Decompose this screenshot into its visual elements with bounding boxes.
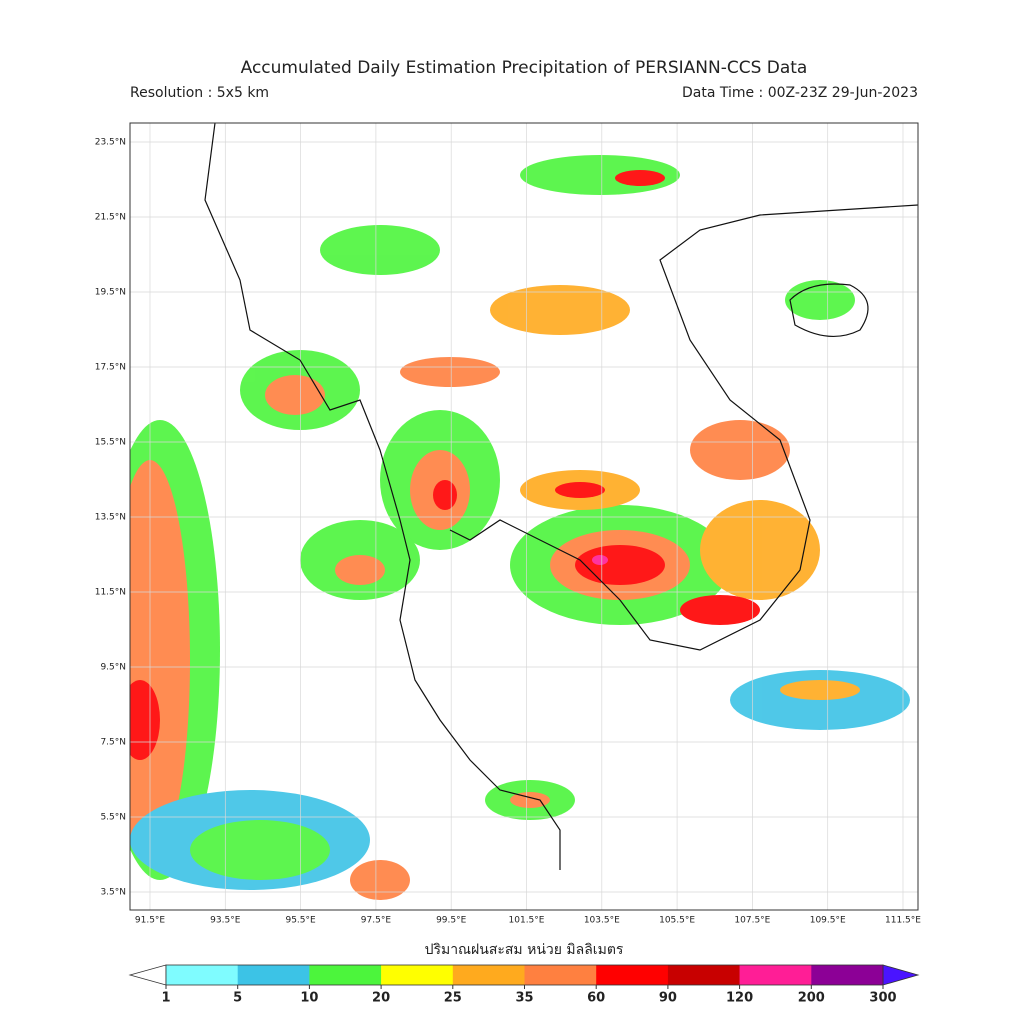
lat-tick-label: 9.5°N (100, 663, 126, 673)
lat-tick-label: 19.5°N (95, 288, 126, 298)
colorbar-segment (739, 965, 812, 985)
precipitation-field (130, 155, 910, 900)
lon-tick-label: 103.5°E (584, 916, 620, 926)
lat-tick-label: 17.5°N (95, 363, 126, 373)
map (130, 123, 918, 910)
colorbar-segment (166, 965, 238, 985)
lon-tick-label: 93.5°E (210, 916, 241, 926)
colorbar-tick-label: 200 (798, 991, 825, 1006)
axis-labels: 23.5°N 21.5°N 19.5°N 17.5°N 15.5°N 13.5°N 11.5… (95, 138, 922, 926)
colorbar-label: ปริมาณฝนสะสม หน่วย มิลลิเมตร (425, 942, 624, 958)
coastline (204, 123, 918, 870)
resolution: Resolution : 5x5 km (130, 85, 269, 101)
map-frame (129, 122, 919, 911)
colorbar-segment (237, 965, 310, 985)
colorbar: 1 5 10 20 25 35 60 90 120 200 300 (128, 964, 920, 1006)
colorbar-tick-label: 90 (659, 991, 677, 1006)
colorbar-under (128, 964, 167, 986)
colorbar-segment (381, 965, 454, 985)
lon-tick-label: 101.5°E (509, 916, 545, 926)
colorbar-segment (309, 965, 382, 985)
title: Accumulated Daily Estimation Precipitati… (241, 58, 808, 78)
lat-tick-label: 7.5°N (100, 738, 126, 748)
lat-tick-label: 13.5°N (95, 513, 126, 523)
lat-tick-label: 15.5°N (95, 438, 126, 448)
colorbar-segment (596, 965, 669, 985)
colorbar-tick-label: 5 (233, 991, 242, 1006)
colorbar-segment (452, 965, 525, 985)
lon-tick-label: 109.5°E (810, 916, 846, 926)
lat-tick-label: 3.5°N (100, 888, 126, 898)
hainan-coast (789, 283, 869, 338)
lon-tick-label: 107.5°E (734, 916, 770, 926)
colorbar-tick-label: 120 (726, 991, 753, 1006)
lon-tick-label: 105.5°E (659, 916, 695, 926)
colorbar-segment (524, 965, 597, 985)
lat-tick-label: 21.5°N (95, 213, 126, 223)
colorbar-tick-label: 20 (372, 991, 390, 1006)
colorbar-tick-label: 35 (515, 991, 533, 1006)
lon-tick-label: 99.5°E (436, 916, 467, 926)
lat-tick-label: 23.5°N (95, 138, 126, 148)
colorbar-tick-label: 1 (161, 991, 170, 1006)
colorbar-segment (811, 965, 884, 985)
lat-tick-label: 11.5°N (95, 588, 126, 598)
colorbar-tick-label: 10 (300, 991, 318, 1006)
lon-tick-label: 95.5°E (285, 916, 316, 926)
colorbar-tick-label: 25 (444, 991, 462, 1006)
colorbar-tick-label: 60 (587, 991, 605, 1006)
colorbar-tick-label: 300 (869, 991, 896, 1006)
lon-tick-label: 97.5°E (361, 916, 392, 926)
lon-tick-label: 111.5°E (885, 916, 921, 926)
lat-tick-label: 5.5°N (100, 813, 126, 823)
data-time: Data Time : 00Z-23Z 29-Jun-2023 (682, 85, 918, 101)
colorbar-over (882, 964, 920, 986)
graticule (130, 123, 918, 910)
lon-tick-label: 91.5°E (135, 916, 166, 926)
colorbar-segment (667, 965, 740, 985)
